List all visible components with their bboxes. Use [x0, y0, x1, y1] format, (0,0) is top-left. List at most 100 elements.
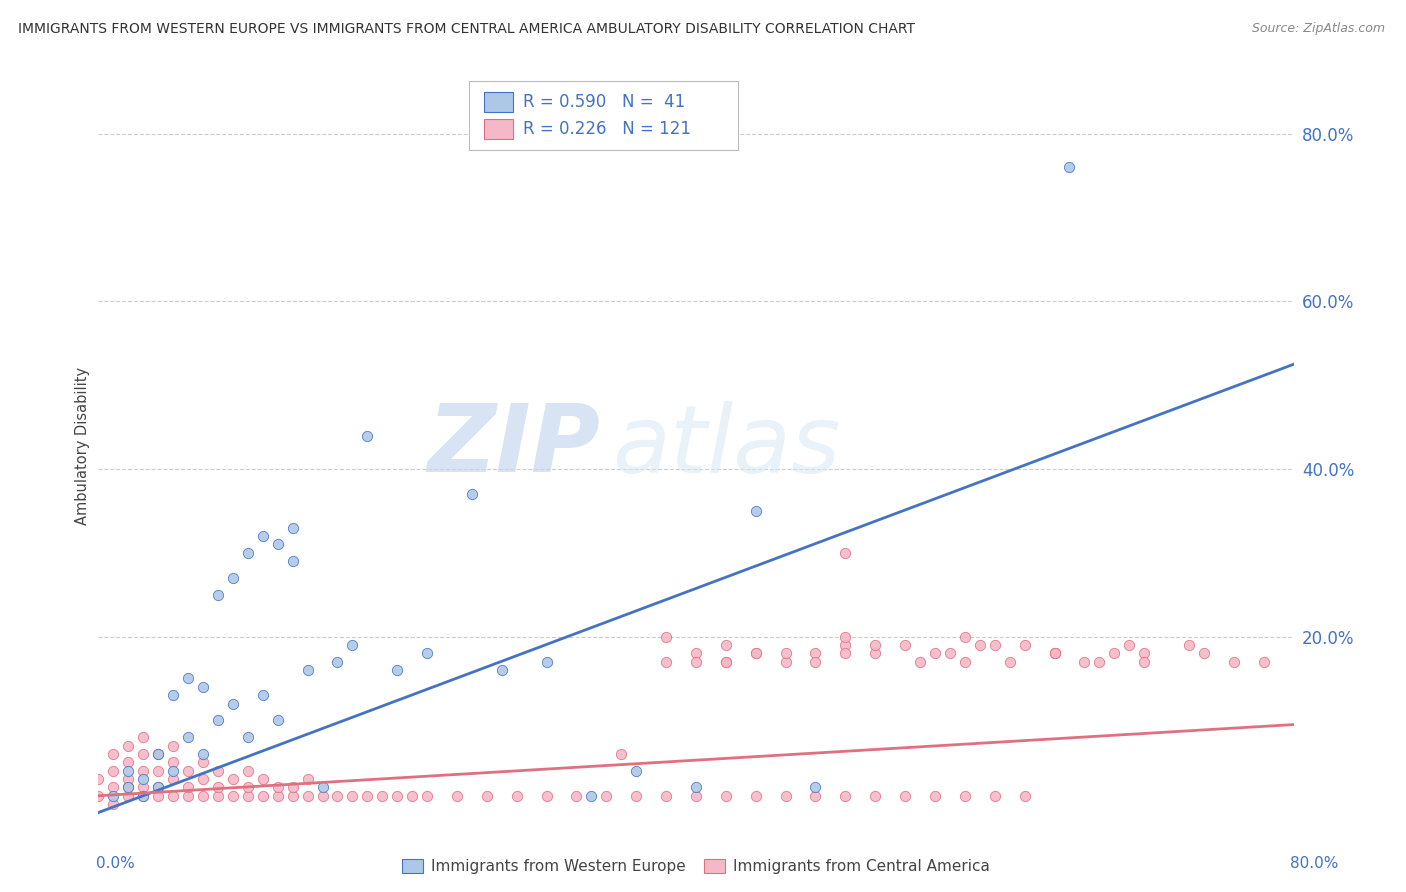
Point	[132, 789, 155, 803]
Point	[281, 780, 304, 795]
Point	[177, 672, 200, 686]
Point	[924, 789, 946, 803]
Point	[222, 697, 245, 711]
Point	[969, 638, 991, 652]
Point	[177, 780, 200, 795]
Point	[103, 789, 125, 803]
Point	[714, 655, 737, 669]
Point	[745, 646, 768, 660]
Point	[385, 789, 409, 803]
Point	[1043, 646, 1066, 660]
Point	[191, 680, 214, 694]
Point	[998, 655, 1021, 669]
Point	[177, 764, 200, 778]
Point	[148, 747, 170, 761]
Point	[132, 730, 155, 744]
Point	[685, 655, 707, 669]
Point	[267, 714, 290, 728]
Point	[775, 789, 797, 803]
Point	[924, 646, 946, 660]
Point	[132, 772, 155, 786]
Point	[865, 646, 887, 660]
Point	[953, 630, 976, 644]
Point	[162, 764, 184, 778]
Text: ZIP: ZIP	[427, 400, 600, 492]
Point	[595, 789, 617, 803]
Point	[342, 638, 364, 652]
Point	[117, 739, 139, 753]
Point	[297, 663, 319, 677]
Point	[536, 789, 558, 803]
Point	[191, 747, 214, 761]
Point	[191, 789, 214, 803]
Text: R = 0.226   N = 121: R = 0.226 N = 121	[523, 120, 690, 138]
Point	[1043, 646, 1066, 660]
Point	[953, 789, 976, 803]
Point	[207, 789, 229, 803]
Point	[506, 789, 529, 803]
Point	[177, 789, 200, 803]
Point	[252, 789, 274, 803]
Point	[714, 789, 737, 803]
Bar	[485, 120, 513, 139]
Point	[132, 789, 155, 803]
Point	[148, 764, 170, 778]
Point	[745, 789, 768, 803]
Point	[685, 789, 707, 803]
Point	[191, 772, 214, 786]
Point	[804, 789, 827, 803]
Point	[401, 789, 423, 803]
Point	[1118, 638, 1140, 652]
Point	[745, 504, 768, 518]
Point	[281, 554, 304, 568]
Point	[1133, 646, 1156, 660]
Point	[655, 630, 678, 644]
Point	[834, 546, 856, 560]
Point	[536, 655, 558, 669]
Point	[446, 789, 468, 803]
Point	[117, 756, 139, 770]
Point	[356, 789, 378, 803]
Point	[267, 780, 290, 795]
Point	[311, 780, 333, 795]
Point	[222, 789, 245, 803]
Point	[834, 646, 856, 660]
Point	[685, 780, 707, 795]
Point	[1253, 655, 1275, 669]
Point	[1059, 161, 1081, 175]
Point	[655, 789, 678, 803]
Point	[311, 789, 333, 803]
Point	[326, 789, 349, 803]
Point	[162, 772, 184, 786]
Point	[865, 638, 887, 652]
Point	[117, 764, 139, 778]
Point	[1192, 646, 1215, 660]
Point	[207, 764, 229, 778]
Point	[1133, 655, 1156, 669]
Point	[297, 772, 319, 786]
Point	[132, 747, 155, 761]
Point	[581, 789, 603, 803]
Point	[745, 646, 768, 660]
Point	[1178, 638, 1201, 652]
Point	[117, 789, 139, 803]
Point	[252, 688, 274, 702]
Point	[132, 780, 155, 795]
Point	[1043, 646, 1066, 660]
Point	[939, 646, 962, 660]
Point	[236, 730, 259, 744]
Point	[894, 789, 917, 803]
Point	[461, 487, 484, 501]
Point	[117, 780, 139, 795]
Point	[236, 764, 259, 778]
Text: Source: ZipAtlas.com: Source: ZipAtlas.com	[1251, 22, 1385, 36]
Point	[148, 780, 170, 795]
Text: 80.0%: 80.0%	[1291, 856, 1339, 871]
Point	[1088, 655, 1111, 669]
Point	[356, 428, 378, 442]
Point	[416, 646, 439, 660]
Point	[103, 780, 125, 795]
Point	[626, 789, 648, 803]
Point	[953, 655, 976, 669]
Point	[894, 638, 917, 652]
